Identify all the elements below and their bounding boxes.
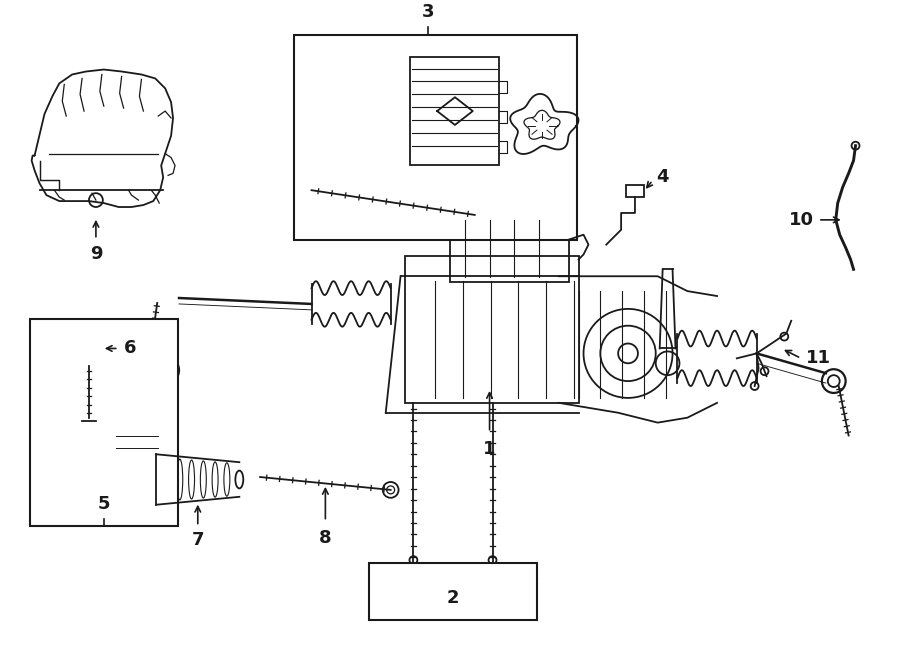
- Text: 2: 2: [446, 588, 459, 607]
- Text: 8: 8: [320, 529, 332, 547]
- Text: 11: 11: [806, 350, 831, 368]
- Text: 9: 9: [90, 245, 103, 262]
- Text: 6: 6: [123, 340, 136, 358]
- Ellipse shape: [236, 471, 243, 488]
- Bar: [450, 215, 569, 282]
- Bar: [293, 35, 577, 240]
- Circle shape: [151, 430, 175, 454]
- Circle shape: [489, 556, 497, 564]
- Circle shape: [382, 482, 399, 498]
- Bar: [626, 185, 644, 197]
- Circle shape: [62, 329, 102, 368]
- Bar: [111, 430, 163, 454]
- Circle shape: [469, 209, 481, 221]
- Bar: [369, 563, 537, 621]
- Circle shape: [822, 369, 846, 393]
- Text: 3: 3: [422, 3, 435, 21]
- Text: 7: 7: [192, 531, 204, 549]
- Circle shape: [85, 410, 93, 418]
- Ellipse shape: [77, 428, 111, 456]
- Text: 5: 5: [97, 494, 110, 513]
- Text: 10: 10: [789, 211, 814, 229]
- Bar: [410, 57, 500, 165]
- Circle shape: [151, 356, 179, 384]
- Text: 1: 1: [483, 440, 496, 459]
- Text: 4: 4: [656, 169, 668, 186]
- Bar: [406, 256, 579, 403]
- Bar: [30, 319, 178, 526]
- Circle shape: [410, 556, 418, 564]
